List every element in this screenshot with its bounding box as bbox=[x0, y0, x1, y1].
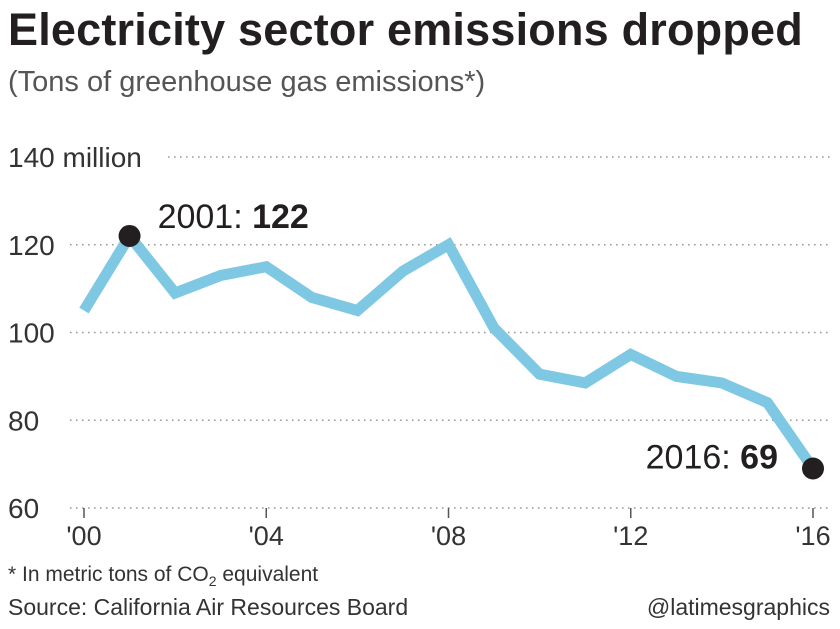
x-tick-label-2008: '08 bbox=[431, 521, 466, 551]
annotation-label-2001: 2001: 122 bbox=[158, 198, 309, 236]
chart-subtitle: (Tons of greenhouse gas emissions*) bbox=[8, 66, 486, 98]
y-tick-label-100: 100 bbox=[8, 318, 55, 349]
y-tick-label-80: 80 bbox=[8, 405, 39, 436]
y-tick-label-140: 140 million bbox=[8, 142, 142, 173]
footnote-prefix: * In metric tons of CO bbox=[8, 563, 209, 586]
annotation-value-2001: 122 bbox=[252, 198, 309, 236]
annotation-year-2016: 2016: bbox=[646, 439, 741, 477]
footnote-suffix: equivalent bbox=[216, 563, 319, 586]
annotation-dot-2001 bbox=[118, 224, 141, 247]
annotation-label-2016: 2016: 69 bbox=[646, 439, 778, 477]
series-line-0 bbox=[79, 226, 818, 472]
grid-lines bbox=[70, 156, 830, 509]
footnote: * In metric tons of CO2 equivalent bbox=[8, 563, 318, 589]
footnote-subscript: 2 bbox=[208, 573, 217, 590]
credit-note: @latimesgraphics bbox=[646, 594, 830, 620]
source-note: Source: California Air Resources Board bbox=[8, 594, 409, 620]
series-lines bbox=[79, 226, 818, 472]
x-tick-label-2012: '12 bbox=[613, 521, 648, 551]
annotation-dot-2016 bbox=[802, 457, 824, 480]
x-tick-label-2016: '16 bbox=[795, 521, 830, 551]
annotation-value-2016: 69 bbox=[740, 439, 778, 477]
annotations: 2001: 122 2016: 69 bbox=[118, 198, 824, 480]
x-tick-label-2004: '04 bbox=[249, 521, 284, 551]
y-axis-ticks: 60 80 100 120 140 million bbox=[8, 142, 142, 524]
y-tick-label-120: 120 bbox=[8, 230, 55, 261]
x-axis-ticks: '00 '04 '08 '12 '16 bbox=[66, 508, 831, 551]
x-tick-label-2000: '00 bbox=[66, 521, 101, 551]
y-tick-label-60: 60 bbox=[8, 493, 39, 524]
annotation-year-2001: 2001: bbox=[158, 198, 253, 236]
chart-title: Electricity sector emissions dropped bbox=[8, 4, 803, 55]
